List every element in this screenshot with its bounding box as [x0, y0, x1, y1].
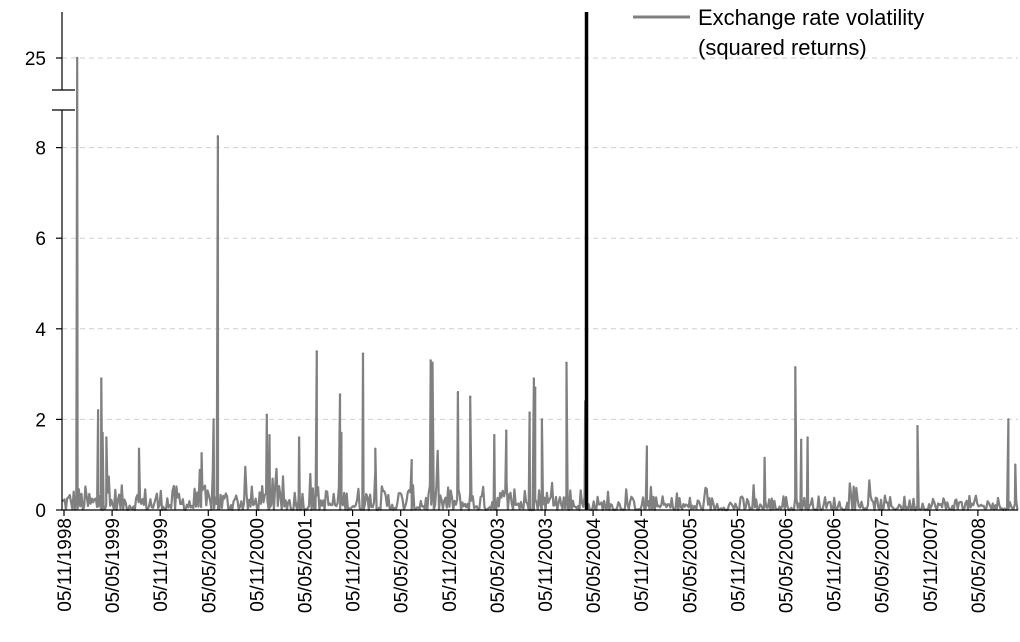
- series-peak-point: [532, 377, 536, 380]
- series-peak-point: [528, 411, 531, 414]
- x-tick-label: 05/05/2005: [680, 518, 701, 613]
- series-peak-point: [493, 434, 496, 437]
- series-peak-point: [137, 447, 141, 451]
- series-peak-point: [361, 352, 365, 355]
- series-peak-point: [565, 361, 568, 364]
- y-tick-labels: 0 2 4 6 8 25: [25, 49, 47, 522]
- series-peak-point: [540, 418, 544, 421]
- series-peak-point: [297, 436, 301, 439]
- series-peak-point: [105, 436, 108, 439]
- x-tick-label: 05/11/1999: [151, 518, 172, 612]
- series-peak-point: [645, 445, 649, 448]
- series-peak-point: [916, 424, 919, 428]
- x-tick-label: 05/05/2008: [969, 518, 990, 613]
- legend: Exchange rate volatility (squared return…: [633, 5, 924, 60]
- x-tick-label: 05/11/2003: [536, 518, 557, 612]
- series-peak-point: [268, 434, 271, 437]
- series-peak-point: [265, 413, 268, 417]
- series-layer: [61, 56, 1019, 512]
- x-tick-label: 05/11/2000: [247, 518, 268, 612]
- series-peak-point: [1014, 463, 1017, 466]
- x-tick-label: 05/05/2007: [873, 518, 894, 613]
- series-peak-point: [200, 452, 203, 455]
- series-peak-point: [212, 418, 215, 421]
- x-tick-label: 05/05/1999: [103, 518, 124, 613]
- series-peak-point: [456, 391, 460, 394]
- series-peak-point: [1007, 418, 1010, 421]
- series-peak-point: [794, 366, 797, 369]
- legend-label-line2: (squared returns): [698, 35, 867, 60]
- x-tick-label: 05/11/2004: [632, 518, 653, 612]
- x-tick-label: 05/11/2006: [825, 518, 846, 612]
- x-tick-label: 05/11/2001: [344, 518, 365, 612]
- x-tick-label: 05/11/2002: [440, 518, 461, 612]
- series-peak-point: [505, 429, 508, 432]
- y-tick-label: 4: [35, 320, 46, 341]
- x-tick-label: 05/05/2001: [296, 518, 317, 613]
- y-tick-label: 6: [35, 229, 46, 250]
- series-peak-point: [101, 431, 104, 435]
- series-peak-point: [96, 409, 100, 412]
- series-peak-point: [431, 361, 434, 364]
- series-peak-point: [100, 377, 103, 380]
- series-line: [61, 56, 1019, 512]
- grid-lines: [62, 57, 1018, 420]
- axes: [52, 12, 1018, 516]
- y-tick-label: 2: [35, 410, 46, 431]
- series-peak-point: [429, 359, 432, 362]
- y-tick-label: 0: [35, 501, 46, 522]
- series-peak-point: [216, 135, 220, 138]
- x-tick-label: 05/11/2007: [921, 518, 942, 612]
- series-peak-point: [315, 350, 318, 353]
- y-tick-label: 25: [25, 49, 46, 70]
- series-peak-point: [469, 395, 472, 398]
- series-peak-point: [533, 386, 537, 389]
- series-peak-point: [374, 447, 377, 451]
- series-peak-point: [340, 431, 343, 435]
- series-peak-point: [76, 56, 79, 60]
- x-tick-label: 05/05/2000: [199, 518, 220, 613]
- x-tick-label: 05/05/2003: [488, 518, 509, 613]
- x-tick-label: 05/05/2006: [777, 518, 798, 613]
- series-peak-point: [763, 456, 766, 460]
- x-tick-label: 05/05/2004: [584, 518, 605, 614]
- series-peak-point: [338, 393, 342, 396]
- series-peak-point: [799, 438, 803, 441]
- series-peak-point: [806, 436, 809, 439]
- y-tick-label: 8: [35, 139, 46, 160]
- x-tick-labels: 05/11/1998 05/05/1999 05/11/1999 05/05/2000…: [55, 518, 990, 614]
- legend-label-line1: Exchange rate volatility: [698, 5, 924, 30]
- x-tick-label: 05/11/1998: [55, 518, 76, 612]
- x-tick-label: 05/05/2002: [392, 518, 413, 613]
- series-peak-point: [410, 458, 413, 462]
- x-tick-label: 05/11/2005: [728, 518, 749, 612]
